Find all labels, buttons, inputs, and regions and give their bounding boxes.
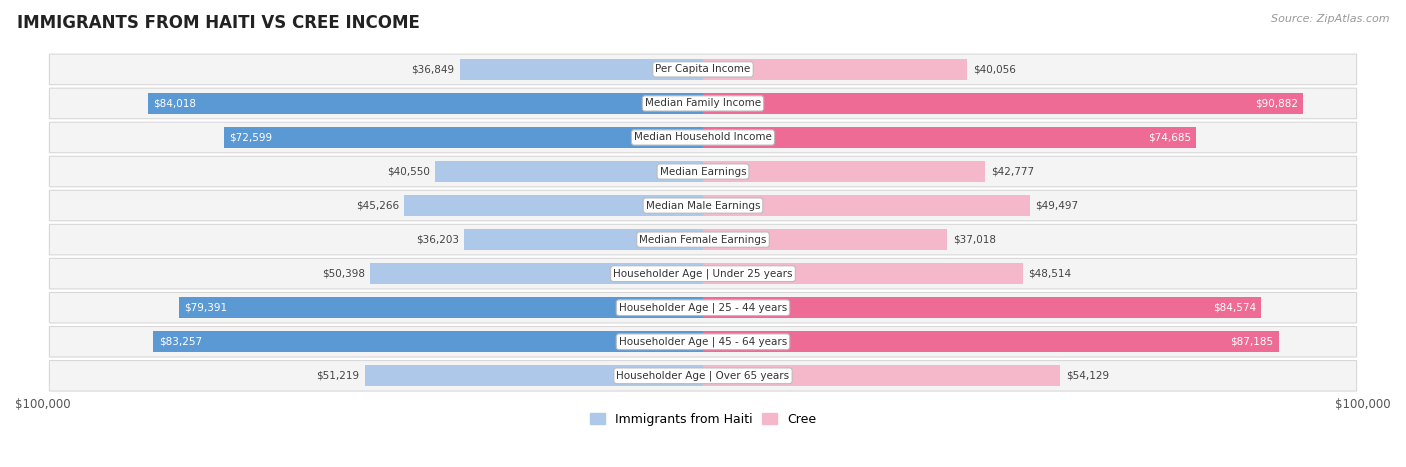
Text: $87,185: $87,185 xyxy=(1230,337,1274,347)
Bar xyxy=(703,127,1197,148)
Text: Householder Age | Over 65 years: Householder Age | Over 65 years xyxy=(616,370,790,381)
Bar xyxy=(703,161,986,182)
Text: $45,266: $45,266 xyxy=(356,200,399,211)
Text: $84,574: $84,574 xyxy=(1213,303,1256,313)
Bar xyxy=(460,59,703,80)
FancyBboxPatch shape xyxy=(49,88,1357,119)
Text: $79,391: $79,391 xyxy=(184,303,228,313)
Text: $40,056: $40,056 xyxy=(973,64,1015,74)
Text: $72,599: $72,599 xyxy=(229,133,273,142)
Bar xyxy=(370,263,703,284)
Text: $74,685: $74,685 xyxy=(1147,133,1191,142)
Text: $84,018: $84,018 xyxy=(153,99,197,108)
Bar xyxy=(703,263,1024,284)
Text: Source: ZipAtlas.com: Source: ZipAtlas.com xyxy=(1271,14,1389,24)
Bar xyxy=(703,195,1029,216)
Text: $42,777: $42,777 xyxy=(991,167,1033,177)
FancyBboxPatch shape xyxy=(49,292,1357,323)
Text: Median Male Earnings: Median Male Earnings xyxy=(645,200,761,211)
Text: $36,203: $36,203 xyxy=(416,234,458,245)
Text: $51,219: $51,219 xyxy=(316,371,360,381)
Text: $49,497: $49,497 xyxy=(1035,200,1078,211)
Bar xyxy=(404,195,703,216)
Bar xyxy=(224,127,703,148)
Text: $36,849: $36,849 xyxy=(412,64,454,74)
Text: $37,018: $37,018 xyxy=(953,234,995,245)
FancyBboxPatch shape xyxy=(49,122,1357,153)
Bar xyxy=(703,331,1278,352)
Legend: Immigrants from Haiti, Cree: Immigrants from Haiti, Cree xyxy=(585,408,821,431)
FancyBboxPatch shape xyxy=(49,361,1357,391)
Bar xyxy=(703,93,1303,114)
Text: $54,129: $54,129 xyxy=(1066,371,1109,381)
Text: $50,398: $50,398 xyxy=(322,269,366,279)
Text: Median Female Earnings: Median Female Earnings xyxy=(640,234,766,245)
FancyBboxPatch shape xyxy=(49,156,1357,187)
Text: Householder Age | Under 25 years: Householder Age | Under 25 years xyxy=(613,269,793,279)
Bar xyxy=(366,365,703,386)
Text: $90,882: $90,882 xyxy=(1254,99,1298,108)
Bar xyxy=(148,93,703,114)
Text: Median Earnings: Median Earnings xyxy=(659,167,747,177)
FancyBboxPatch shape xyxy=(49,258,1357,289)
Text: IMMIGRANTS FROM HAITI VS CREE INCOME: IMMIGRANTS FROM HAITI VS CREE INCOME xyxy=(17,14,420,32)
Bar xyxy=(703,229,948,250)
Text: $83,257: $83,257 xyxy=(159,337,201,347)
Text: $48,514: $48,514 xyxy=(1029,269,1071,279)
FancyBboxPatch shape xyxy=(49,224,1357,255)
Bar xyxy=(153,331,703,352)
Text: Median Household Income: Median Household Income xyxy=(634,133,772,142)
Text: $40,550: $40,550 xyxy=(387,167,430,177)
Text: Per Capita Income: Per Capita Income xyxy=(655,64,751,74)
Bar xyxy=(464,229,703,250)
Bar xyxy=(703,59,967,80)
FancyBboxPatch shape xyxy=(49,191,1357,221)
Bar xyxy=(179,297,703,318)
Text: Householder Age | 45 - 64 years: Householder Age | 45 - 64 years xyxy=(619,337,787,347)
Text: Median Family Income: Median Family Income xyxy=(645,99,761,108)
Bar xyxy=(436,161,703,182)
Bar xyxy=(703,365,1060,386)
Bar xyxy=(703,297,1261,318)
FancyBboxPatch shape xyxy=(49,54,1357,85)
Text: Householder Age | 25 - 44 years: Householder Age | 25 - 44 years xyxy=(619,303,787,313)
FancyBboxPatch shape xyxy=(49,326,1357,357)
